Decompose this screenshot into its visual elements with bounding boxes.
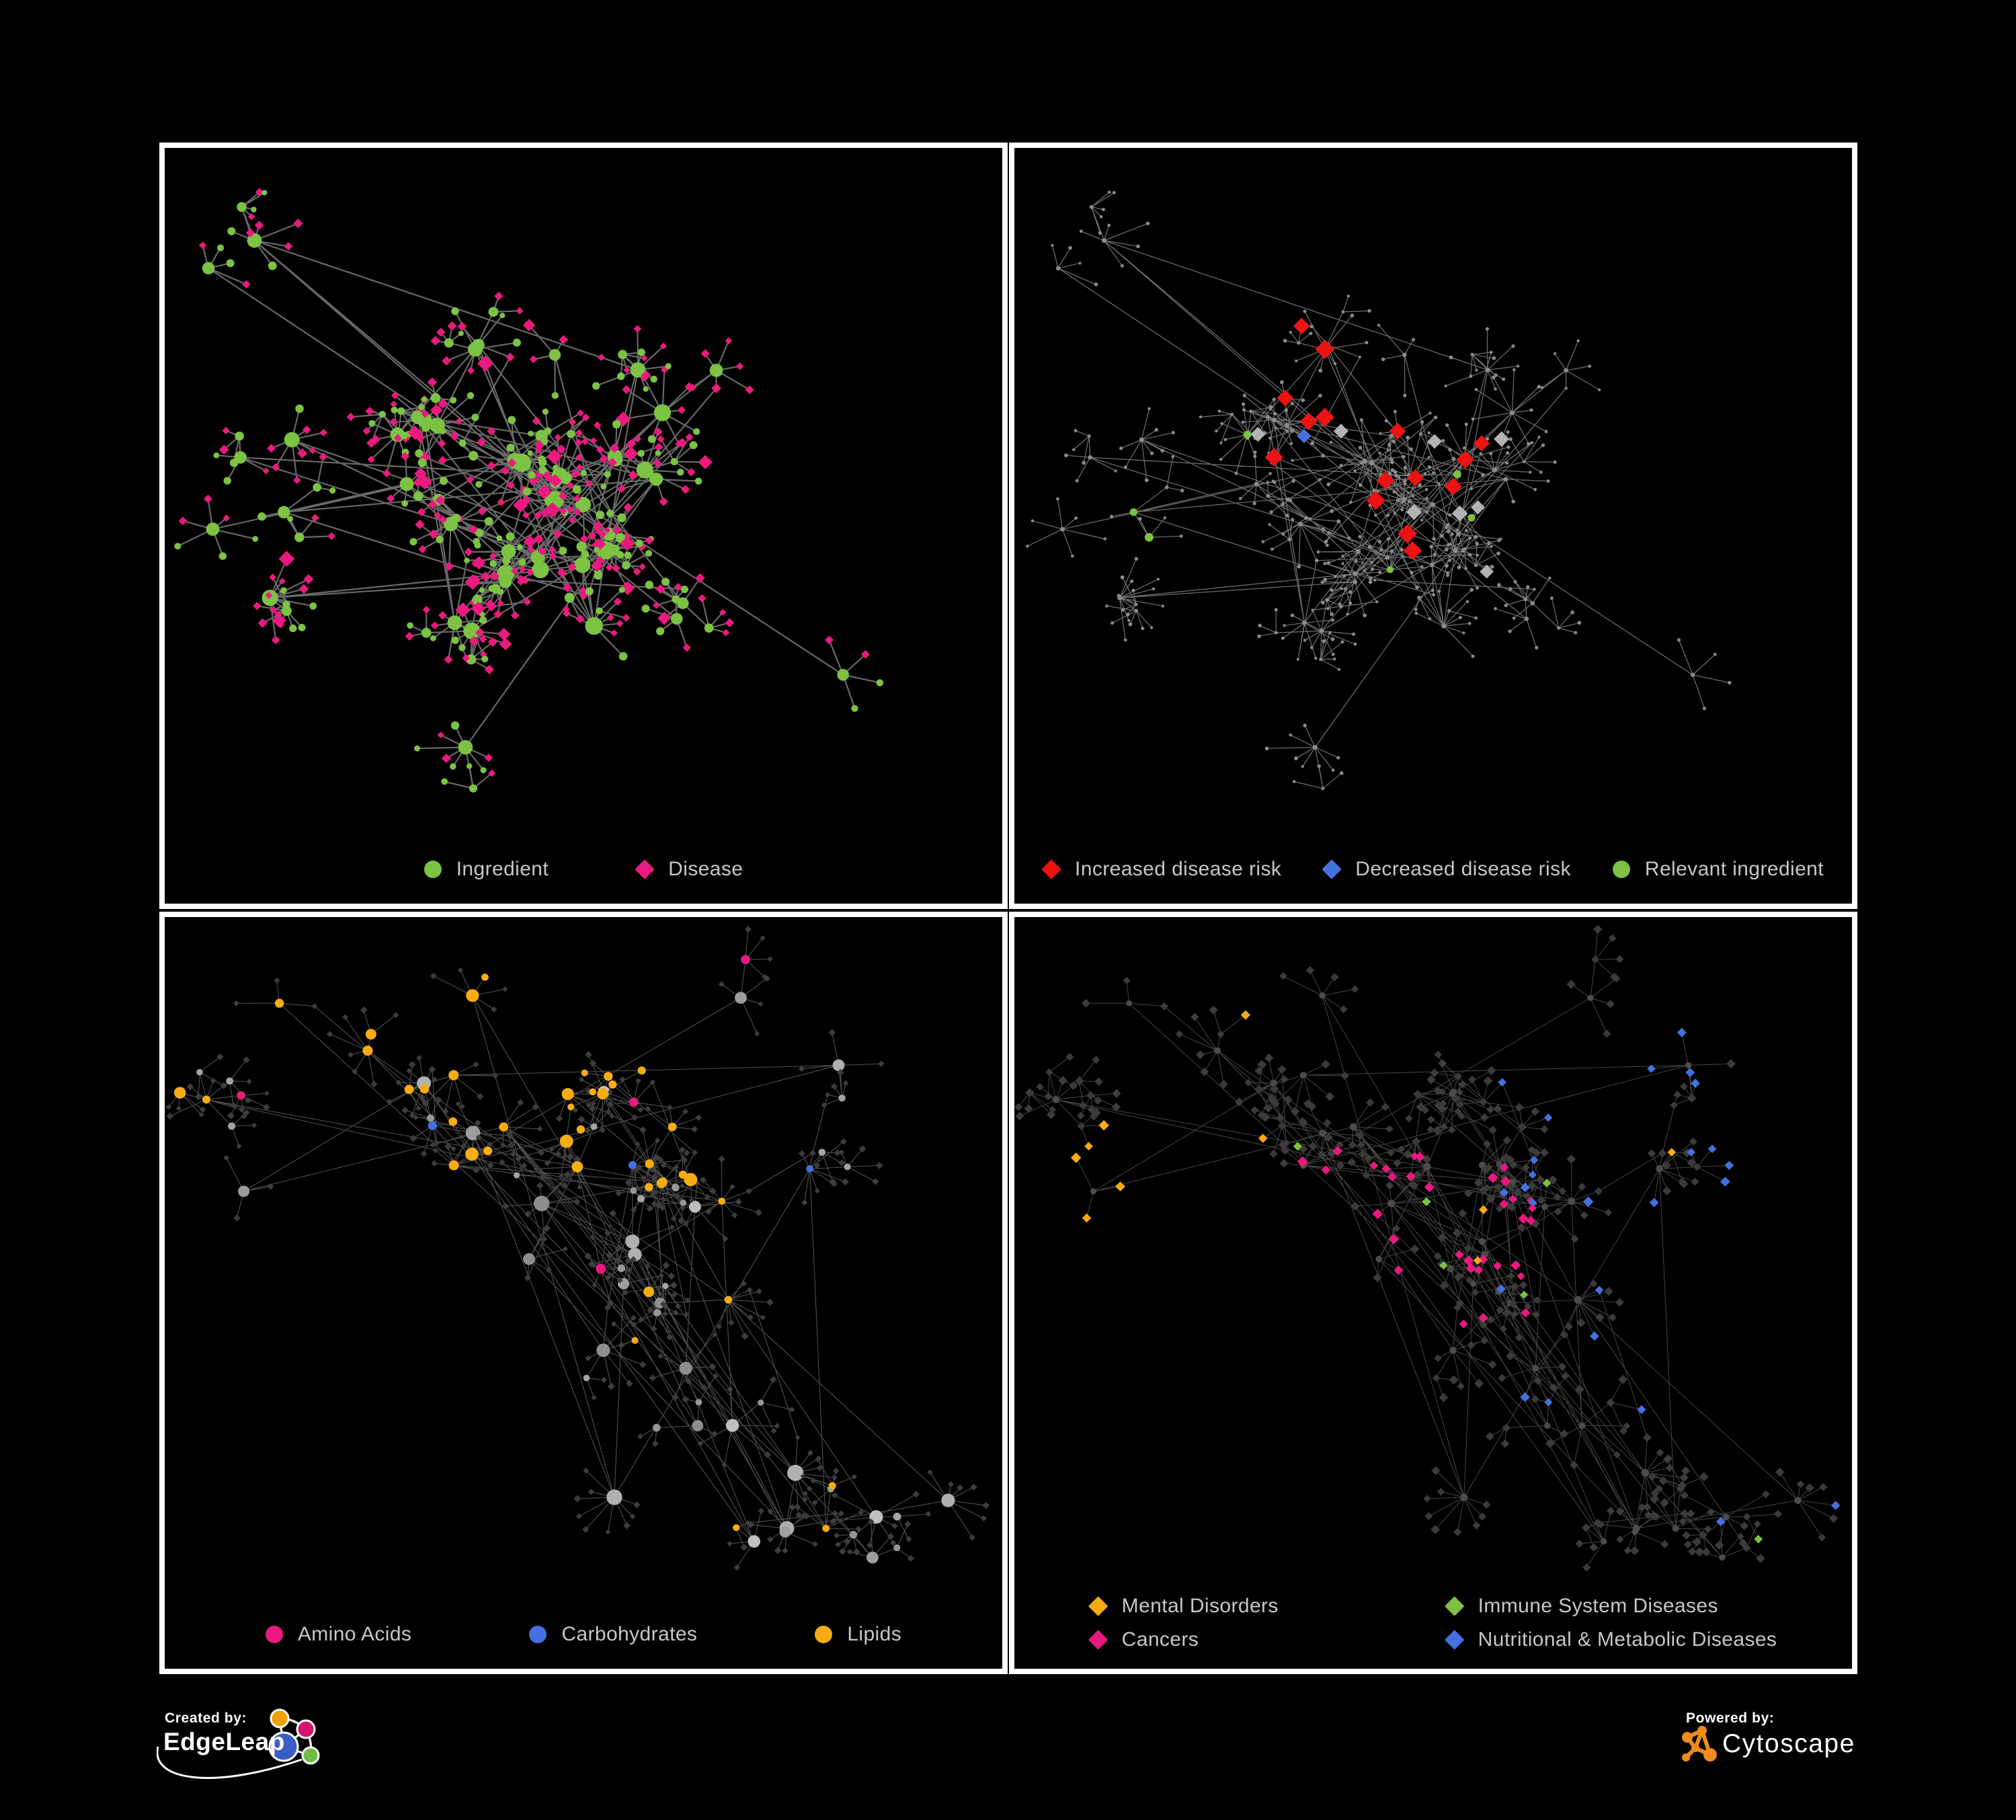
powered-by-block: Powered by: Cytoscape xyxy=(1679,1706,1962,1801)
legend-label: Cancers xyxy=(1121,1628,1199,1651)
cancers-marker-icon xyxy=(1088,1630,1108,1650)
legend-ingredient-disease: Ingredient Disease xyxy=(165,858,1002,881)
legend-item-amino-acids: Amino Acids xyxy=(265,1623,412,1646)
amino-acids-marker-icon xyxy=(265,1626,283,1643)
legend-label: Immune System Diseases xyxy=(1478,1595,1718,1617)
nutritional-metabolic-diseases-marker-icon xyxy=(1444,1630,1465,1650)
panel-nutrient-class: Amino Acids Carbohydrates Lipids xyxy=(159,912,1008,1674)
edgeleap-brand-text: EdgeLeap xyxy=(163,1728,285,1755)
lipids-marker-icon xyxy=(815,1626,833,1643)
legend-label: Mental Disorders xyxy=(1121,1595,1279,1617)
legend-disease-class: Mental Disorders Immune System Diseases … xyxy=(1088,1595,1777,1651)
legend-item-carbohydrates: Carbohydrates xyxy=(529,1623,697,1646)
legend-label: Lipids xyxy=(847,1623,902,1645)
network-canvas-disease-class xyxy=(1014,924,1841,1572)
legend-label: Ingredient xyxy=(456,858,549,880)
legend-item-cancers: Cancers xyxy=(1088,1628,1446,1651)
relevant-ingredient-marker-icon xyxy=(1612,861,1630,878)
edgeleap-logo-icon xyxy=(157,1708,320,1779)
legend-nutrient-class: Amino Acids Carbohydrates Lipids xyxy=(165,1623,1002,1646)
panel-disease-class: Mental Disorders Immune System Diseases … xyxy=(1009,912,1857,1674)
network-canvas-nutrient-class xyxy=(165,926,990,1571)
cytoscape-logo-icon xyxy=(1682,1726,1717,1762)
created-by-label: Created by: xyxy=(165,1710,247,1726)
increased-risk-marker-icon xyxy=(1041,859,1061,879)
ingredient-marker-icon xyxy=(424,861,442,878)
panel-disease-risk: Increased disease risk Decreased disease… xyxy=(1009,143,1857,909)
legend-label: Disease xyxy=(668,858,743,880)
powered-by-label: Powered by: xyxy=(1686,1710,1775,1726)
carbohydrates-marker-icon xyxy=(529,1626,547,1643)
legend-item-disease: Disease xyxy=(635,858,743,881)
mental-disorders-marker-icon xyxy=(1088,1596,1108,1616)
network-canvas-ingredient-disease xyxy=(174,188,884,793)
legend-item-immune-system-diseases: Immune System Diseases xyxy=(1444,1595,1777,1618)
legend-item-relevant-ingredient: Relevant ingredient xyxy=(1612,858,1824,881)
legend-disease-risk: Increased disease risk Decreased disease… xyxy=(1014,858,1852,881)
network-canvas-disease-risk xyxy=(1026,190,1732,791)
created-by-block: Created by: EdgeLeap xyxy=(157,1706,506,1820)
legend-item-increased-risk: Increased disease risk xyxy=(1041,858,1282,881)
legend-label: Amino Acids xyxy=(297,1623,412,1645)
legend-label: Increased disease risk xyxy=(1075,858,1282,880)
legend-label: Nutritional & Metabolic Diseases xyxy=(1478,1628,1777,1651)
cytoscape-brand-text: Cytoscape xyxy=(1722,1729,1855,1758)
legend-item-ingredient: Ingredient xyxy=(424,858,549,881)
legend-item-mental-disorders: Mental Disorders xyxy=(1088,1595,1446,1618)
legend-label: Carbohydrates xyxy=(561,1623,698,1645)
legend-item-nutritional-metabolic-diseases: Nutritional & Metabolic Diseases xyxy=(1444,1628,1777,1651)
panel-ingredient-disease: Ingredient Disease xyxy=(159,143,1008,909)
legend-label: Relevant ingredient xyxy=(1644,858,1824,880)
legend-label: Decreased disease risk xyxy=(1355,858,1571,880)
disease-marker-icon xyxy=(635,859,655,879)
immune-system-diseases-marker-icon xyxy=(1444,1596,1465,1616)
legend-item-lipids: Lipids xyxy=(815,1623,901,1646)
legend-item-decreased-risk: Decreased disease risk xyxy=(1322,858,1571,881)
decreased-risk-marker-icon xyxy=(1322,859,1342,879)
